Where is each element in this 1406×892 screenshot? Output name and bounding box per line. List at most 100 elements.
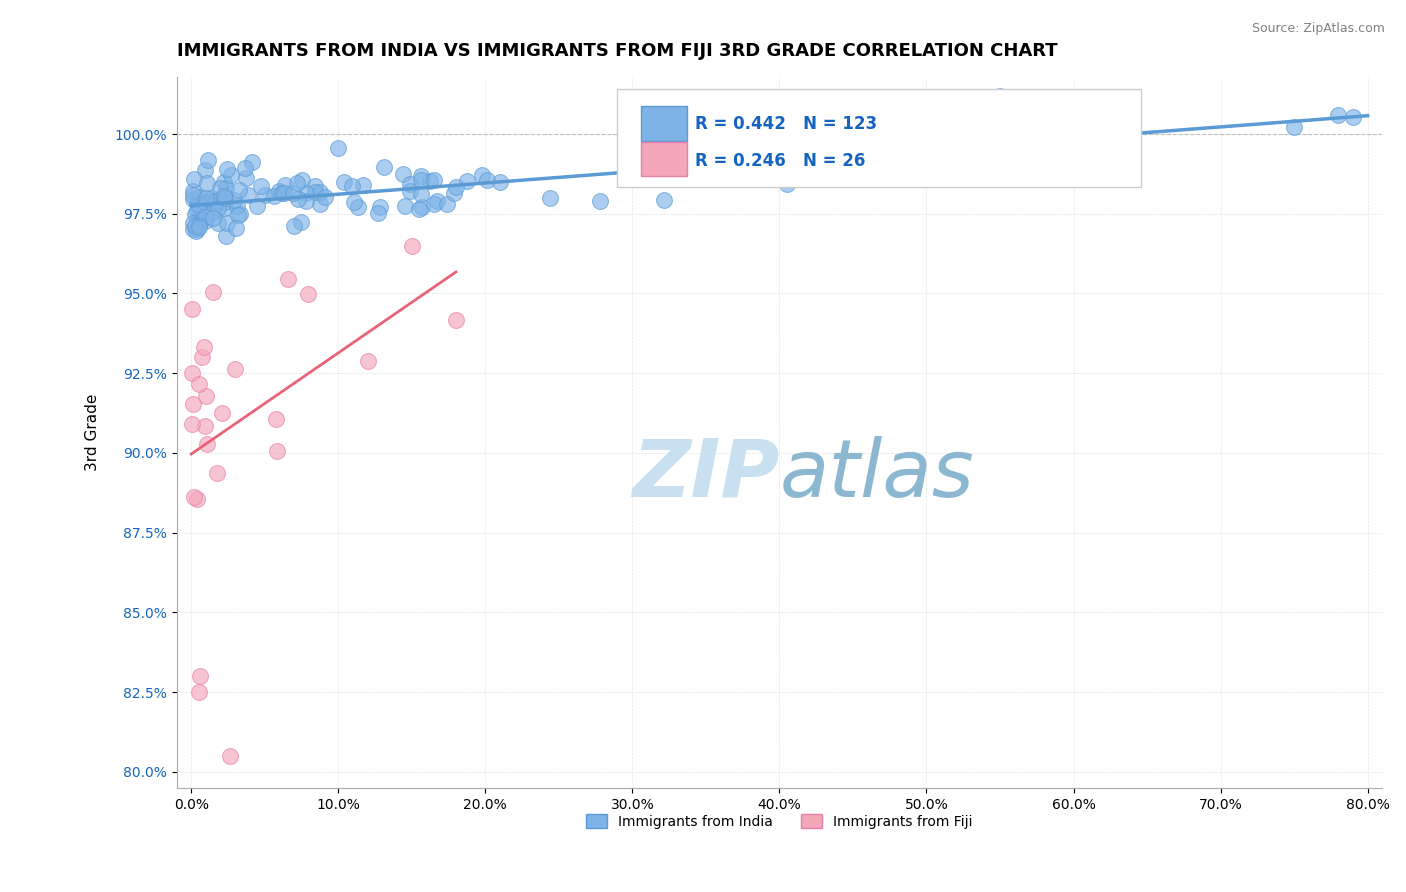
Point bbox=[333, 175, 356, 189]
Point bbox=[183, 219, 205, 233]
Point bbox=[471, 168, 494, 182]
Text: Source: ZipAtlas.com: Source: ZipAtlas.com bbox=[1251, 22, 1385, 36]
Legend: Immigrants from India, Immigrants from Fiji: Immigrants from India, Immigrants from F… bbox=[581, 808, 979, 834]
Point bbox=[266, 443, 288, 458]
FancyBboxPatch shape bbox=[641, 142, 686, 176]
Point bbox=[228, 183, 250, 197]
Point bbox=[188, 219, 211, 234]
FancyBboxPatch shape bbox=[617, 88, 1142, 186]
Point bbox=[444, 313, 467, 327]
Point bbox=[283, 219, 305, 233]
Point bbox=[254, 188, 277, 202]
Point bbox=[915, 144, 938, 158]
Point bbox=[228, 206, 250, 220]
Point bbox=[373, 160, 395, 174]
Point bbox=[187, 685, 209, 699]
Point bbox=[225, 221, 247, 235]
Point bbox=[270, 186, 292, 200]
Point bbox=[188, 669, 211, 683]
Point bbox=[193, 340, 215, 354]
Point bbox=[191, 351, 214, 365]
Point bbox=[233, 161, 256, 176]
Point bbox=[290, 215, 312, 229]
Point bbox=[489, 175, 512, 189]
Point bbox=[398, 177, 420, 191]
Point bbox=[235, 170, 257, 185]
Point bbox=[408, 202, 430, 216]
Point bbox=[191, 212, 214, 227]
Point bbox=[423, 173, 446, 187]
Point bbox=[187, 219, 209, 233]
Point bbox=[186, 222, 208, 236]
Point bbox=[426, 194, 449, 208]
Point bbox=[181, 184, 204, 198]
Point bbox=[236, 188, 259, 202]
Point bbox=[197, 176, 219, 190]
Point bbox=[291, 173, 314, 187]
Point bbox=[538, 191, 561, 205]
Point bbox=[436, 197, 458, 211]
Point bbox=[392, 167, 415, 181]
Point bbox=[1341, 110, 1364, 124]
Point bbox=[741, 154, 763, 169]
Point bbox=[183, 172, 205, 186]
Point bbox=[194, 419, 217, 434]
Point bbox=[207, 201, 229, 215]
Point bbox=[394, 199, 416, 213]
Point bbox=[215, 216, 238, 230]
Point bbox=[194, 163, 217, 178]
Point bbox=[186, 197, 208, 211]
Point bbox=[219, 168, 242, 182]
Point bbox=[187, 200, 209, 214]
Point bbox=[240, 155, 263, 169]
Point bbox=[304, 186, 326, 200]
Y-axis label: 3rd Grade: 3rd Grade bbox=[86, 393, 100, 471]
Point bbox=[212, 175, 235, 189]
Point bbox=[211, 406, 233, 420]
Point bbox=[326, 140, 349, 154]
Text: atlas: atlas bbox=[779, 436, 974, 514]
Point bbox=[250, 179, 273, 194]
Point bbox=[181, 397, 204, 411]
Point bbox=[264, 412, 287, 426]
Point bbox=[444, 180, 467, 194]
Point bbox=[183, 192, 205, 206]
Point bbox=[183, 490, 205, 504]
Point bbox=[589, 194, 612, 209]
Point bbox=[281, 186, 304, 201]
Point bbox=[181, 222, 204, 236]
Point bbox=[346, 200, 368, 214]
Point bbox=[1282, 120, 1305, 135]
Point bbox=[340, 179, 363, 194]
Point bbox=[207, 193, 229, 207]
Point bbox=[186, 203, 208, 218]
Point bbox=[308, 186, 330, 200]
Point bbox=[184, 224, 207, 238]
Point bbox=[209, 181, 232, 195]
Point bbox=[194, 191, 217, 205]
Point bbox=[215, 161, 238, 176]
Point bbox=[277, 271, 299, 285]
Point bbox=[314, 190, 336, 204]
Point bbox=[184, 207, 207, 221]
Point bbox=[367, 206, 389, 220]
Point bbox=[195, 437, 218, 451]
Point bbox=[201, 204, 224, 219]
Point bbox=[652, 193, 675, 207]
Point bbox=[215, 228, 238, 243]
Point bbox=[224, 362, 246, 376]
Point bbox=[181, 366, 204, 380]
Point bbox=[742, 145, 765, 159]
Point bbox=[477, 173, 499, 187]
Point bbox=[419, 174, 441, 188]
Text: ZIP: ZIP bbox=[633, 436, 779, 514]
Point bbox=[201, 285, 224, 300]
Point bbox=[456, 174, 478, 188]
Point bbox=[776, 178, 799, 192]
Point bbox=[201, 191, 224, 205]
Point bbox=[187, 212, 209, 227]
Point bbox=[207, 216, 229, 230]
Point bbox=[1327, 107, 1350, 121]
Point bbox=[202, 211, 225, 225]
Point bbox=[186, 491, 208, 506]
